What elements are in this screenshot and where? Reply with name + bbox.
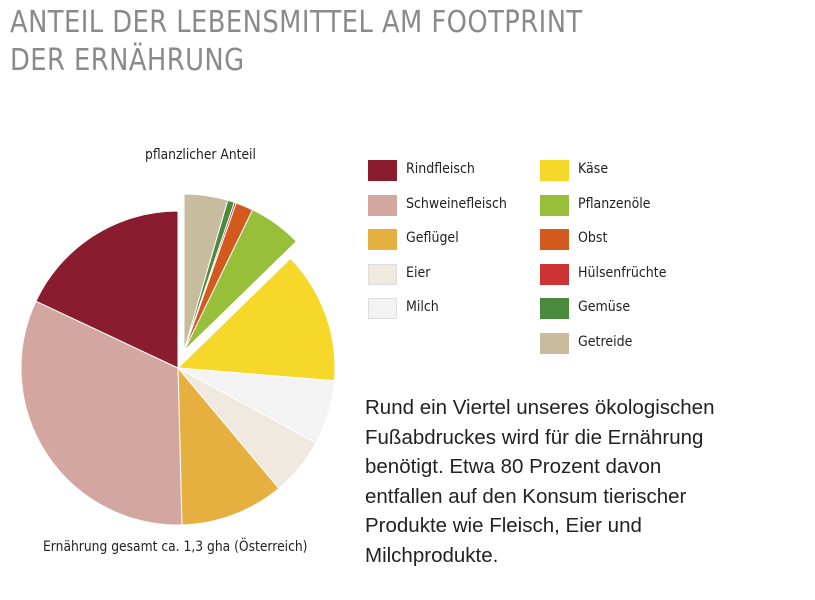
paragraph-line: Produkte wie Fleisch, Eier und xyxy=(365,514,642,537)
legend-swatch xyxy=(368,298,397,319)
legend-swatch xyxy=(540,298,569,319)
legend-swatch xyxy=(368,195,397,216)
legend-swatch xyxy=(540,264,569,285)
legend-swatch xyxy=(540,333,569,354)
pie-slice-kaese xyxy=(176,257,336,382)
plant-share-label: pflanzlicher Anteil xyxy=(145,147,256,163)
legend-swatch xyxy=(368,160,397,181)
paragraph-line: benötigt. Etwa 80 Prozent davon xyxy=(365,455,662,478)
legend-swatch xyxy=(368,229,397,250)
legend-swatch xyxy=(540,195,569,216)
legend-label: Obst xyxy=(578,230,608,246)
legend-label: Hülsenfrüchte xyxy=(578,265,667,281)
legend-swatch xyxy=(540,160,569,181)
paragraph-line: Fußabdruckes wird für die Ernährung xyxy=(365,425,704,449)
total-footprint-label: Ernährung gesamt ca. 1,3 gha (Österreich… xyxy=(43,539,308,555)
legend-swatch xyxy=(540,229,569,250)
title-line-2: DER ERNÄHRUNG xyxy=(10,43,245,78)
legend-label: Rindfleisch xyxy=(406,161,475,177)
legend-label: Schweinefleisch xyxy=(406,196,507,212)
legend-label: Getreide xyxy=(578,334,633,350)
pie-slice-rindfleisch xyxy=(35,210,179,369)
description-paragraph: Rund ein Viertel unseres ökologischen Fu… xyxy=(365,393,785,570)
chart-legend: Rindfleisch Schweinefleisch Geflügel Eie… xyxy=(368,160,688,360)
pie-chart xyxy=(20,193,336,526)
legend-label: Käse xyxy=(578,161,609,177)
page-title: ANTEIL DER LEBENSMITTEL AM FOOTPRINT DER… xyxy=(10,4,612,80)
legend-swatch xyxy=(368,264,397,285)
legend-label: Gemüse xyxy=(578,299,631,315)
paragraph-line: entfallen auf den Konsum tierischer xyxy=(365,484,687,508)
legend-label: Eier xyxy=(406,265,431,281)
pie-slice-pflanzenoele xyxy=(183,209,298,352)
paragraph-line: Rund ein Viertel unseres ökologischen xyxy=(365,396,715,419)
paragraph-line: Milchprodukte. xyxy=(365,543,499,567)
title-line-1: ANTEIL DER LEBENSMITTEL AM FOOTPRINT xyxy=(10,5,583,40)
pie-slice-gefluegel xyxy=(177,366,280,526)
pie-slice-schweinefleisch xyxy=(20,300,183,526)
legend-label: Geflügel xyxy=(406,230,459,246)
legend-label: Milch xyxy=(406,299,439,315)
legend-label: Pflanzenöle xyxy=(578,196,651,212)
